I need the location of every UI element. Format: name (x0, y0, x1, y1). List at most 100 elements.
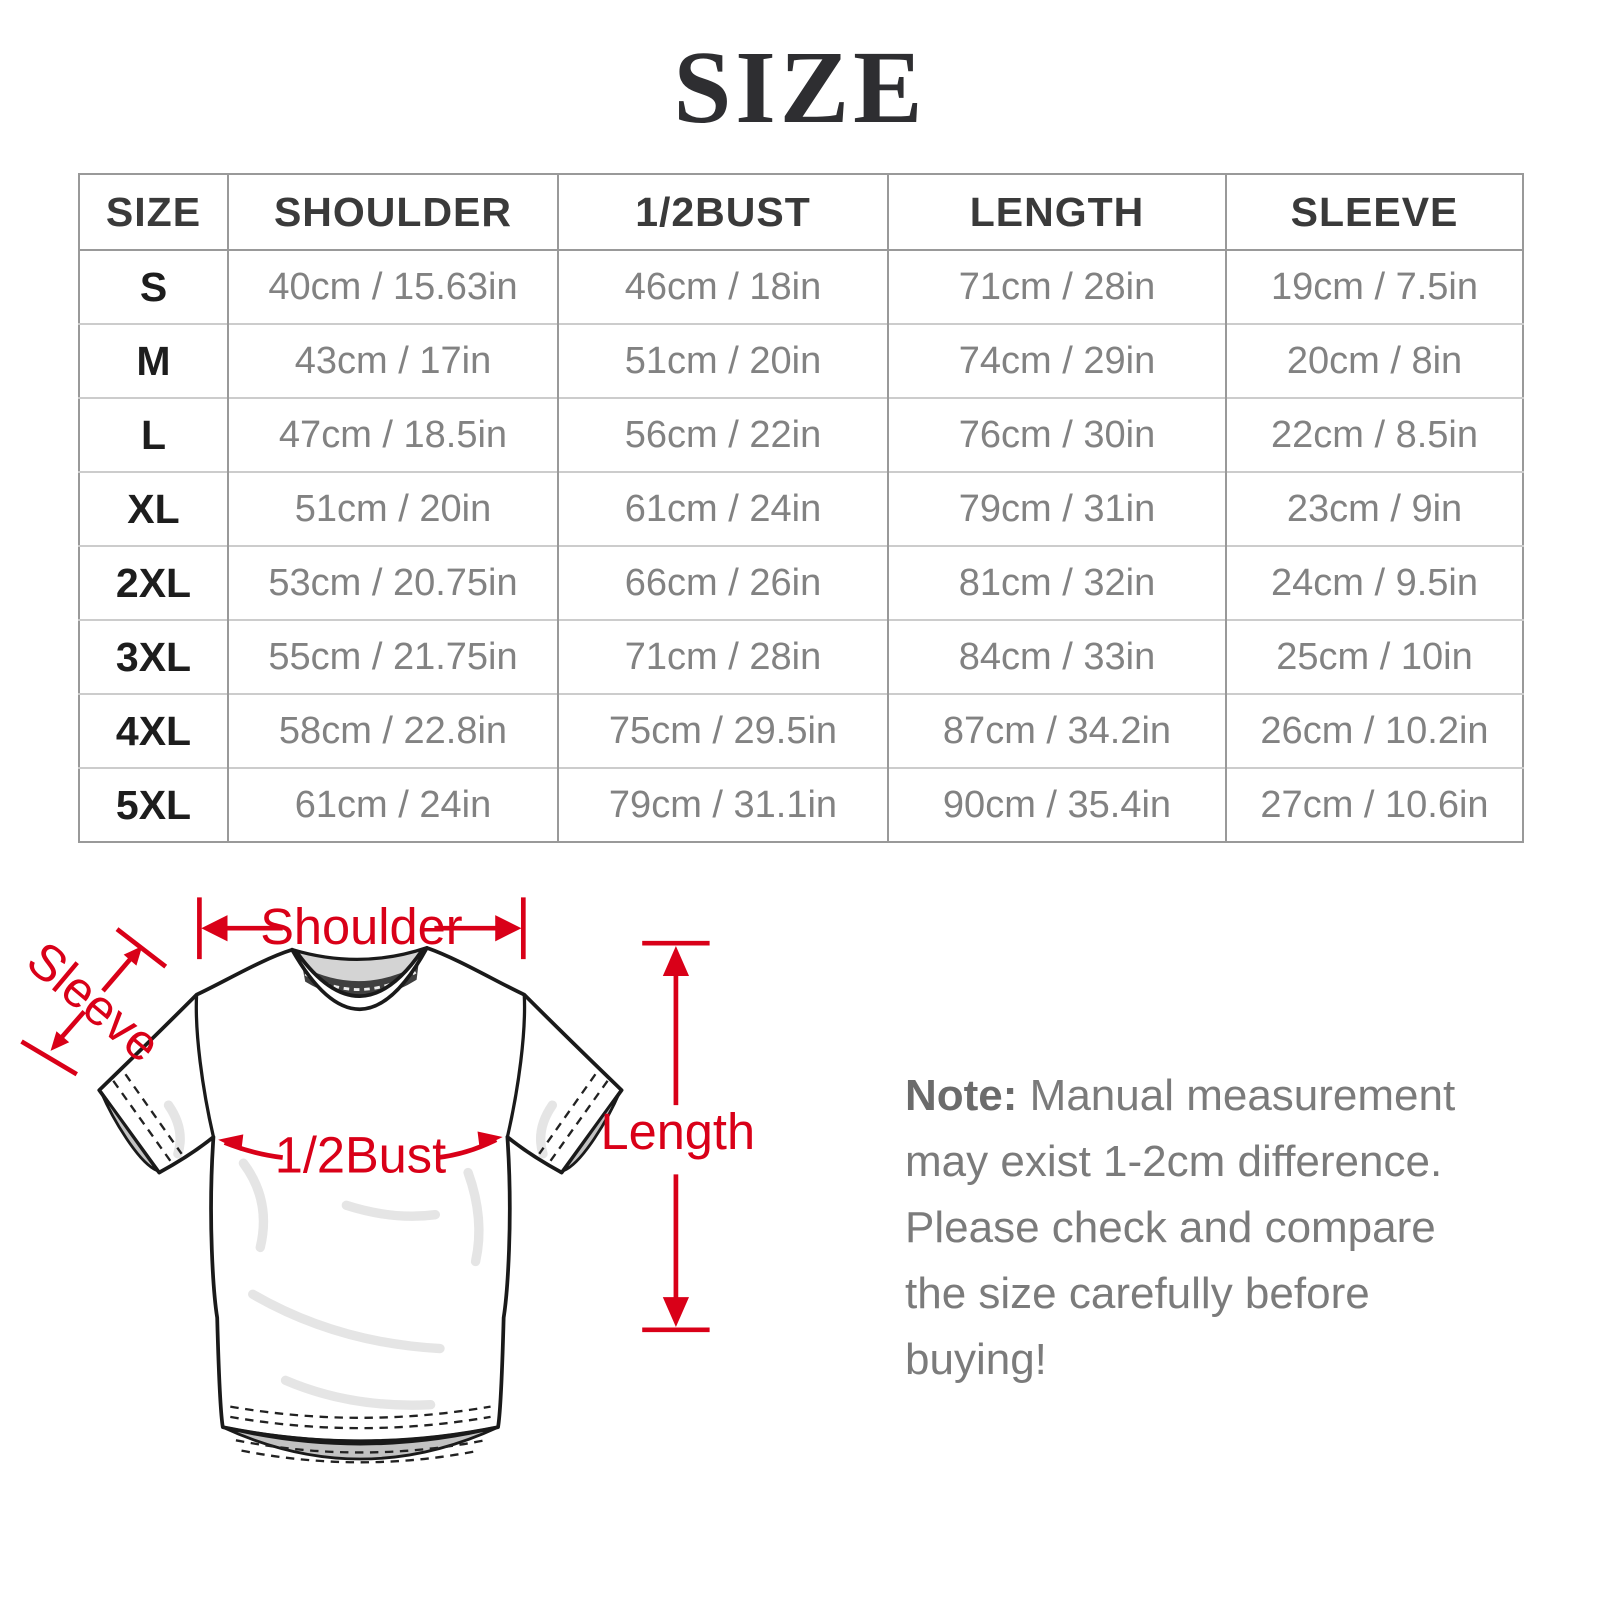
measurement-cell: 22cm / 8.5in (1225, 397, 1523, 472)
measurement-cell: 75cm / 29.5in (557, 693, 888, 768)
measurement-cell: 81cm / 32in (887, 545, 1226, 620)
table-row: 4XL 58cm / 22.8in 75cm / 29.5in 87cm / 34.2… (79, 693, 1523, 768)
column-header: SLEEVE (1225, 174, 1523, 251)
table-row: 2XL 53cm / 20.75in 66cm / 26in 81cm / 32in 2… (79, 545, 1523, 620)
bust-arrowhead-right (477, 1131, 503, 1149)
measurement-cell: 40cm / 15.63in (227, 250, 558, 324)
size-table-body: S 40cm / 15.63in 46cm / 18in 71cm / 28in 19c… (79, 250, 1523, 842)
shoulder-arrowhead-right (495, 915, 522, 942)
left-cuff-stitch (124, 1073, 183, 1155)
hem-stitch (230, 1415, 491, 1430)
sleeve-arrowhead-down (50, 1031, 70, 1051)
measurement-cell: 46cm / 18in (557, 250, 888, 324)
header-row: SIZE SHOULDER 1/2BUST LENGTH SLEEVE (79, 174, 1523, 251)
measurement-cell: 79cm / 31in (887, 471, 1226, 546)
shoulder-label: Shoulder (260, 898, 462, 955)
column-header: SIZE (79, 174, 228, 251)
measurement-cell: 56cm / 22in (557, 397, 888, 472)
size-cell: M (79, 323, 228, 398)
size-table: SIZE SHOULDER 1/2BUST LENGTH SLEEVE S 40cm / … (78, 173, 1524, 843)
sleeve-arrowhead-up (123, 946, 143, 966)
measurement-cell: 24cm / 9.5in (1225, 545, 1523, 620)
measurement-cell: 20cm / 8in (1225, 323, 1523, 398)
note-label: Note: (905, 1071, 1018, 1120)
sleeve-cap-line (20, 1039, 78, 1077)
size-cell: XL (79, 471, 228, 546)
measurement-cell: 74cm / 29in (887, 323, 1226, 398)
hem-stitch (235, 1439, 486, 1454)
measurement-cell: 61cm / 24in (557, 471, 888, 546)
measurement-cell: 66cm / 26in (557, 545, 888, 620)
column-header: SHOULDER (227, 174, 558, 251)
column-header: 1/2BUST (557, 174, 888, 251)
table-row: L 47cm / 18.5in 56cm / 22in 76cm / 30in 22cm… (79, 397, 1523, 472)
measurement-cell: 51cm / 20in (557, 323, 888, 398)
size-cell: 4XL (79, 693, 228, 768)
measurement-cell: 26cm / 10.2in (1225, 693, 1523, 768)
measurement-cell: 43cm / 17in (227, 323, 558, 398)
measurement-cell: 53cm / 20.75in (227, 545, 558, 620)
size-cell: 2XL (79, 545, 228, 620)
length-arrowhead-down (662, 1297, 690, 1328)
measurement-cell: 51cm / 20in (227, 471, 558, 546)
measurement-cell: 71cm / 28in (557, 619, 888, 694)
size-table-header: SIZE SHOULDER 1/2BUST LENGTH SLEEVE (79, 174, 1523, 251)
wrinkle (341, 1200, 440, 1221)
table-row: S 40cm / 15.63in 46cm / 18in 71cm / 28in 19c… (79, 250, 1523, 324)
sleeve-arrow-line (101, 956, 133, 993)
shoulder-arrowhead-left (201, 915, 228, 942)
wrinkle (280, 1375, 436, 1410)
wrinkle (463, 1167, 484, 1267)
measurement-cell: 61cm / 24in (227, 767, 558, 842)
measurement-cell: 25cm / 10in (1225, 619, 1523, 694)
left-cuff-stitch (112, 1080, 173, 1163)
measurement-cell: 55cm / 21.75in (227, 619, 558, 694)
hem-front-edge (222, 1425, 499, 1443)
measurement-cell: 27cm / 10.6in (1225, 767, 1523, 842)
measurement-cell: 19cm / 7.5in (1225, 250, 1523, 324)
tshirt-body-outline (97, 946, 624, 1444)
shoulder-measure: Shoulder (197, 897, 526, 960)
measurement-cell: 47cm / 18.5in (227, 397, 558, 472)
tshirt-measurement-diagram: Shoulder Sleeve 1/2Bust Length (17, 897, 755, 1464)
measurement-cell: 71cm / 28in (887, 250, 1226, 324)
size-cell: L (79, 397, 228, 472)
measurement-cell: 87cm / 34.2in (887, 693, 1226, 768)
tshirt-illustration (97, 946, 624, 1464)
bust-arrowhead-left (218, 1134, 244, 1152)
length-label: Length (600, 1103, 755, 1160)
note-body: Manual measurement may exist 1-2cm diffe… (905, 1071, 1456, 1384)
size-cell: 3XL (79, 619, 228, 694)
measurement-cell: 79cm / 31.1in (557, 767, 888, 842)
measurement-cell: 76cm / 30in (887, 397, 1226, 472)
measurement-cell: 84cm / 33in (887, 619, 1226, 694)
measurement-cell: 90cm / 35.4in (887, 767, 1226, 842)
left-cuff-underside (99, 1091, 162, 1174)
right-sleeve-seam (505, 994, 527, 1138)
collar-front-band (290, 946, 429, 1012)
length-arrowhead-up (662, 946, 690, 976)
hem-stitch (230, 1405, 491, 1419)
length-measure: Length (600, 940, 755, 1333)
note-text: Note: Manual measurement may exist 1-2cm… (905, 1063, 1505, 1393)
wrinkle (248, 1289, 445, 1354)
table-row: 5XL 61cm / 24in 79cm / 31.1in 90cm / 35.4in… (79, 767, 1523, 842)
left-sleeve-seam (194, 994, 216, 1138)
measurement-cell: 58cm / 22.8in (227, 693, 558, 768)
column-header: LENGTH (887, 174, 1226, 251)
hem-stitch (241, 1449, 480, 1464)
sleeve-measure: Sleeve (17, 927, 172, 1077)
right-cuff-underside (559, 1091, 622, 1174)
bust-label: 1/2Bust (275, 1127, 446, 1184)
size-cell: 5XL (79, 767, 228, 842)
wrinkle (238, 1158, 269, 1253)
bust-measure: 1/2Bust (218, 1127, 503, 1184)
page-title: SIZE (673, 30, 927, 145)
right-cuff-stitch (548, 1080, 609, 1163)
table-row: 3XL 55cm / 21.75in 71cm / 28in 84cm / 33in 2… (79, 619, 1523, 694)
size-cell: S (139, 263, 168, 310)
right-cuff-stitch (538, 1073, 597, 1155)
table-row: XL 51cm / 20in 61cm / 24in 79cm / 31in 23cm … (79, 471, 1523, 546)
measurement-cell: 23cm / 9in (1225, 471, 1523, 546)
table-row: M 43cm / 17in 51cm / 20in 74cm / 29in 20cm /… (79, 323, 1523, 398)
